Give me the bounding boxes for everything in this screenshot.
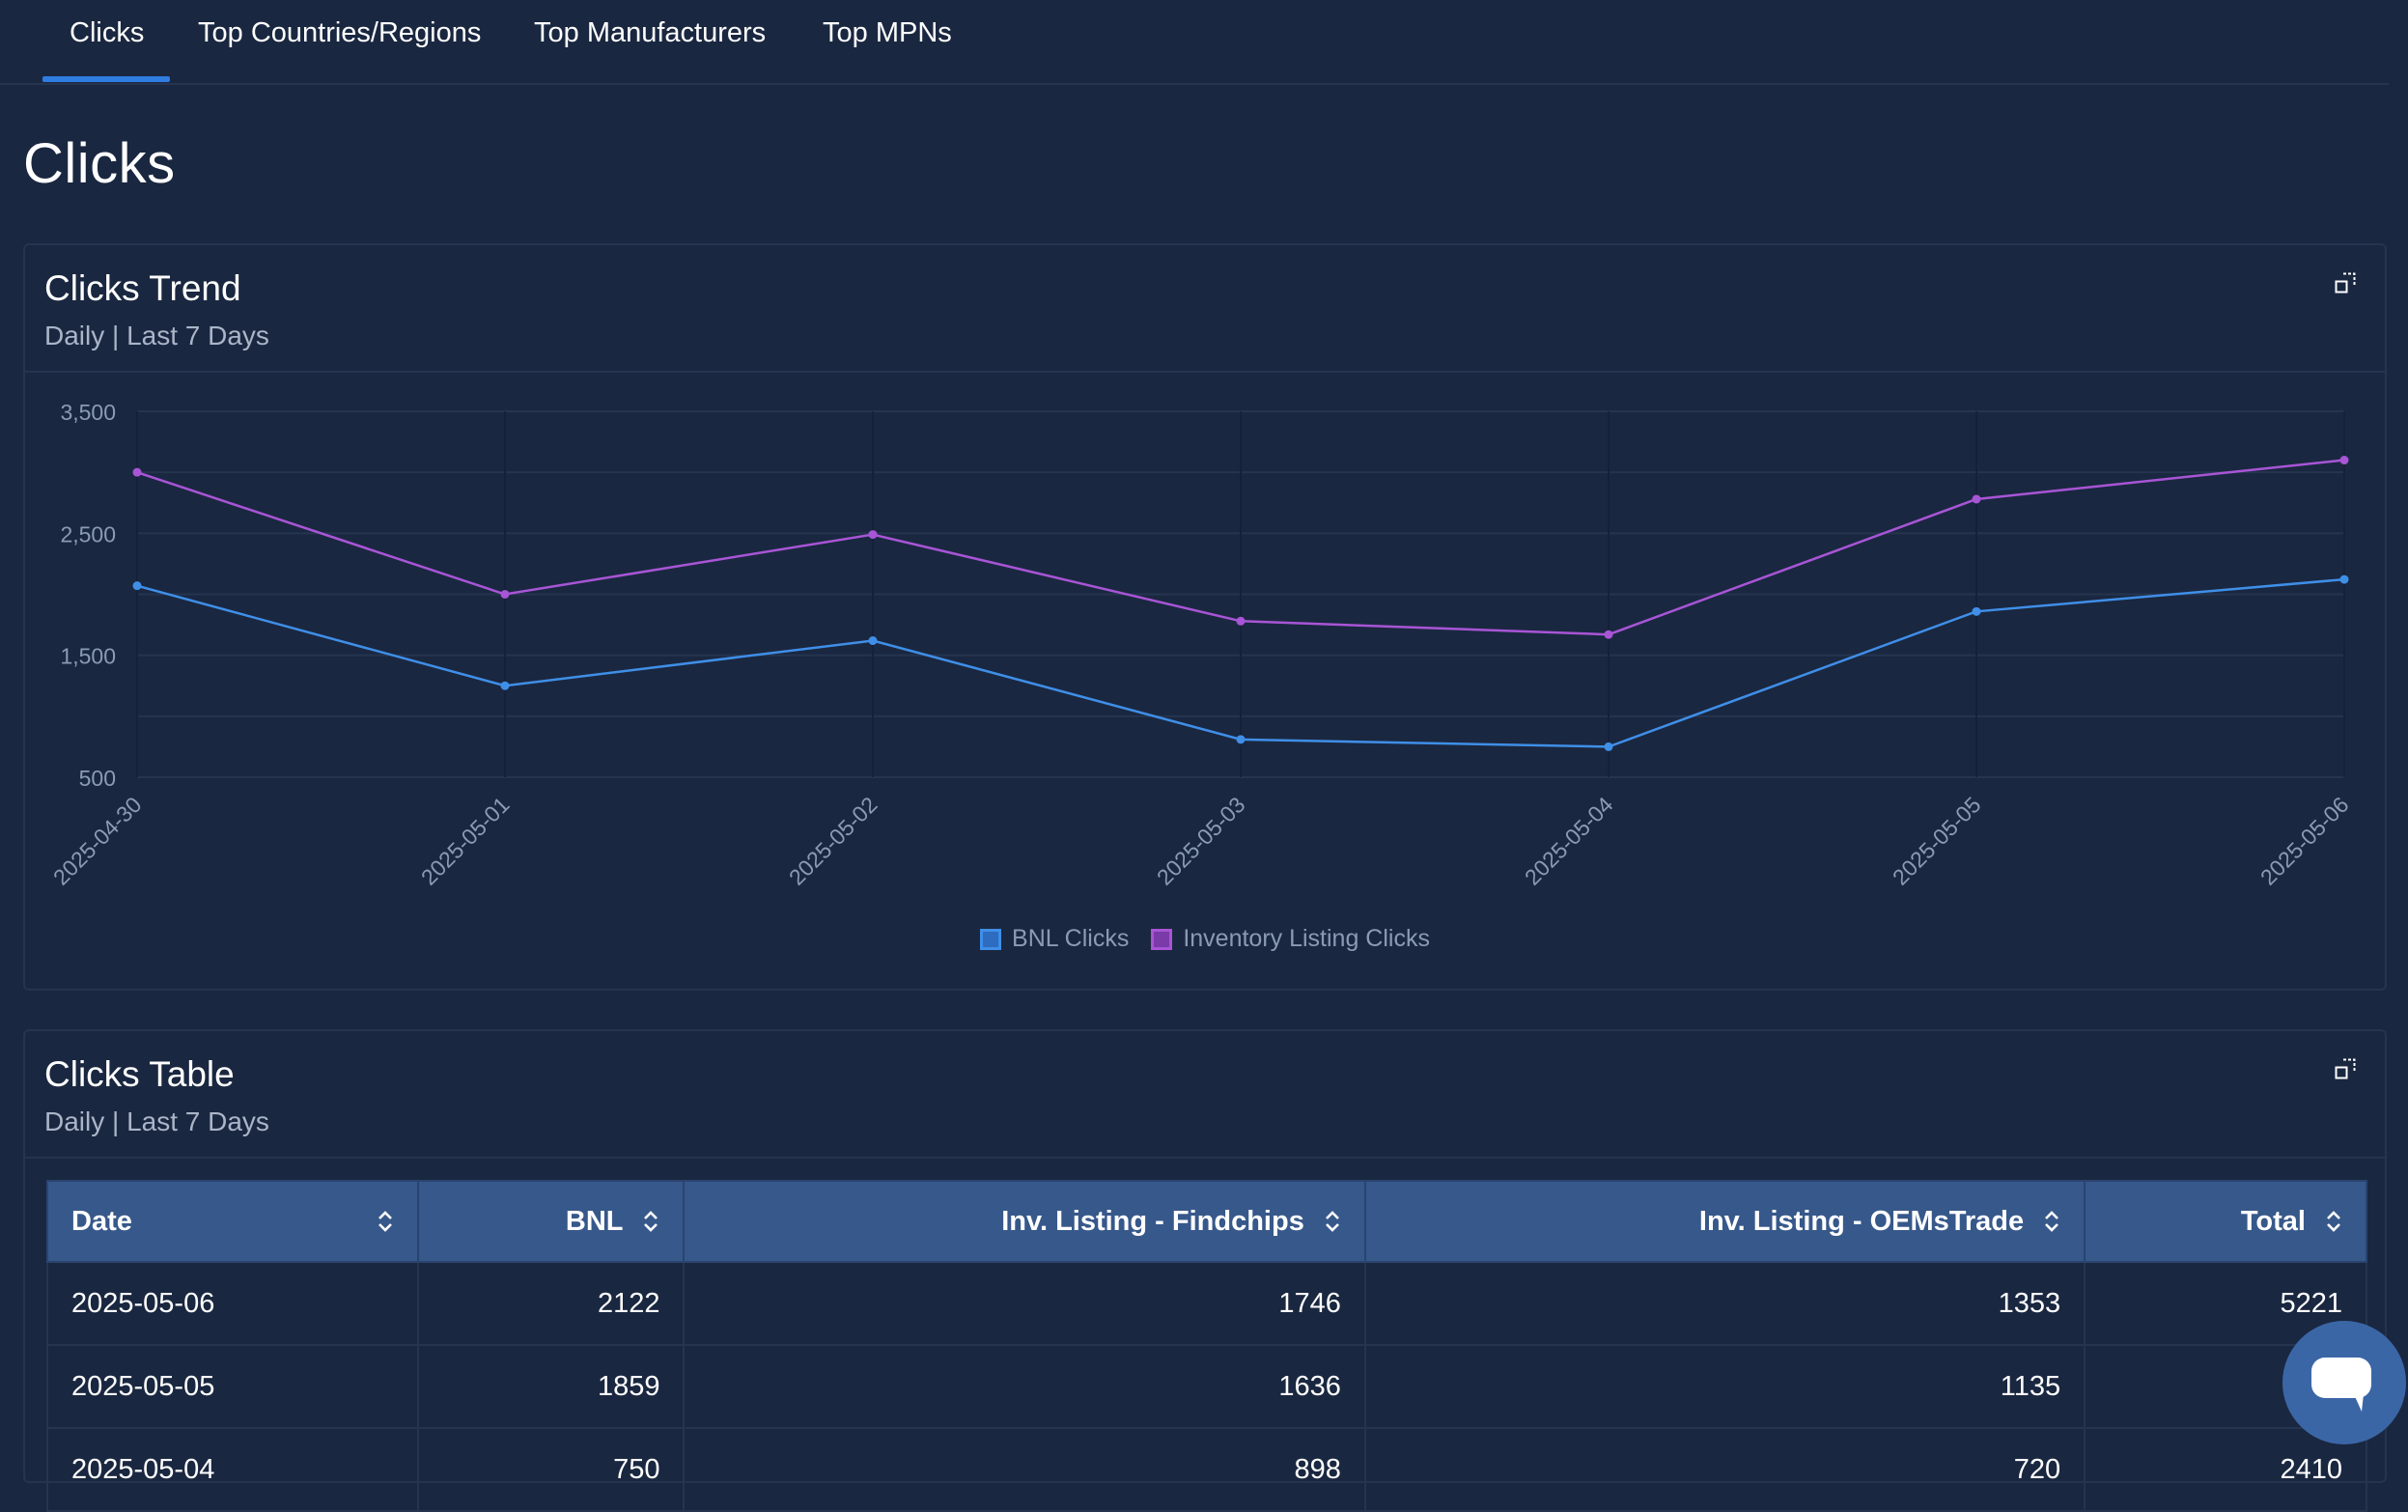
legend-label: BNL Clicks xyxy=(1012,925,1130,952)
data-point xyxy=(132,467,142,477)
column-header-label: Date xyxy=(71,1205,132,1237)
data-point xyxy=(132,581,142,591)
x-tick-label: 2025-05-02 xyxy=(784,792,882,890)
cell-oemstrade: 720 xyxy=(1363,1427,2086,1512)
y-tick-label: 500 xyxy=(79,766,116,791)
cell-oemstrade: 1135 xyxy=(1363,1344,2086,1429)
data-point xyxy=(868,636,878,646)
sort-icon xyxy=(378,1211,392,1232)
active-tab-indicator xyxy=(42,76,170,82)
table-header-row: Date BNL Inv. Listing - Findchips Inv. L… xyxy=(46,1180,2367,1263)
x-tick-label: 2025-05-03 xyxy=(1152,792,1250,890)
y-tick-label: 2,500 xyxy=(60,521,116,546)
data-point xyxy=(1604,630,1613,639)
data-point xyxy=(2339,574,2349,584)
cell-findchips: 1636 xyxy=(683,1344,1366,1429)
data-point xyxy=(500,681,510,690)
y-tick-label: 3,500 xyxy=(60,400,116,425)
x-tick-label: 2025-05-06 xyxy=(2255,792,2354,890)
page-title: Clicks xyxy=(23,132,176,195)
data-point xyxy=(1972,606,1981,616)
card-title: Clicks Trend xyxy=(44,268,241,308)
cell-bnl: 750 xyxy=(416,1427,686,1512)
column-header-label: Inv. Listing - OEMsTrade xyxy=(1698,1205,2025,1237)
column-header-label: Inv. Listing - Findchips xyxy=(1001,1205,1304,1237)
column-header-bnl[interactable]: BNL xyxy=(416,1180,686,1263)
card-header: Clicks Trend Daily | Last 7 Days xyxy=(25,245,2385,373)
legend-item-bnl-clicks[interactable]: BNL Clicks xyxy=(980,925,1129,953)
sort-icon xyxy=(2327,1211,2340,1232)
x-tick-label: 2025-05-01 xyxy=(416,792,515,890)
clicks-table-wrapper: Date BNL Inv. Listing - Findchips Inv. L… xyxy=(46,1180,2367,1512)
table-row: 2025-05-05 1859 1636 1135 4 xyxy=(46,1344,2367,1429)
expand-icon[interactable] xyxy=(2335,1058,2356,1079)
y-tick-label: 1,500 xyxy=(60,644,116,669)
column-header-total[interactable]: Total xyxy=(2084,1180,2367,1263)
sort-icon xyxy=(644,1211,658,1232)
data-point xyxy=(1236,616,1246,626)
tab-top-mpns[interactable]: Top MPNs xyxy=(823,17,952,48)
tab-bar: Clicks Top Countries/Regions Top Manufac… xyxy=(0,0,2389,85)
legend-swatch xyxy=(1151,928,1173,950)
cell-bnl: 2122 xyxy=(416,1261,686,1346)
column-header-date[interactable]: Date xyxy=(46,1180,419,1263)
table-row: 2025-05-06 2122 1746 1353 5221 xyxy=(46,1261,2367,1346)
tab-top-countries-regions[interactable]: Top Countries/Regions xyxy=(198,17,482,48)
column-header-label: BNL xyxy=(565,1205,624,1237)
card-subtitle: Daily | Last 7 Days xyxy=(44,321,269,350)
card-subtitle: Daily | Last 7 Days xyxy=(44,1106,269,1136)
data-point xyxy=(500,590,510,599)
clicks-table: Date BNL Inv. Listing - Findchips Inv. L… xyxy=(46,1180,2367,1512)
data-point xyxy=(1604,742,1613,751)
data-point xyxy=(1972,494,1981,504)
card-header: Clicks Table Daily | Last 7 Days xyxy=(25,1031,2385,1159)
data-point xyxy=(2339,456,2349,465)
x-tick-label: 2025-04-30 xyxy=(48,792,147,890)
tab-top-manufacturers[interactable]: Top Manufacturers xyxy=(534,17,767,48)
x-tick-label: 2025-05-04 xyxy=(1520,792,1618,890)
clicks-trend-card: Clicks Trend Daily | Last 7 Days 3,500 2,… xyxy=(23,243,2387,991)
data-point xyxy=(1236,735,1246,744)
sort-icon xyxy=(1325,1211,1339,1232)
chart-legend: BNL Clicks Inventory Listing Clicks xyxy=(25,925,2385,957)
legend-label: Inventory Listing Clicks xyxy=(1183,925,1430,952)
legend-swatch xyxy=(980,928,1002,950)
cell-oemstrade: 1353 xyxy=(1363,1261,2086,1346)
chat-button[interactable] xyxy=(2282,1321,2406,1444)
cell-date: 2025-05-06 xyxy=(46,1261,419,1346)
data-point xyxy=(868,530,878,540)
tab-clicks[interactable]: Clicks xyxy=(70,17,145,48)
cell-date: 2025-05-05 xyxy=(46,1344,419,1429)
clicks-table-card: Clicks Table Daily | Last 7 Days Date BN… xyxy=(23,1029,2387,1512)
cell-findchips: 898 xyxy=(683,1427,1366,1512)
expand-icon[interactable] xyxy=(2335,272,2356,294)
cell-findchips: 1746 xyxy=(683,1261,1366,1346)
cell-date: 2025-05-04 xyxy=(46,1427,419,1512)
chat-icon xyxy=(2311,1358,2371,1412)
table-row: 2025-05-04 750 898 720 2410 xyxy=(46,1427,2367,1512)
card-title: Clicks Table xyxy=(44,1054,235,1094)
column-header-inv-listing-findchips[interactable]: Inv. Listing - Findchips xyxy=(683,1180,1366,1263)
legend-item-inventory-listing-clicks[interactable]: Inventory Listing Clicks xyxy=(1151,925,1430,953)
column-header-inv-listing-oemstrade[interactable]: Inv. Listing - OEMsTrade xyxy=(1363,1180,2086,1263)
x-tick-label: 2025-05-05 xyxy=(1888,792,1986,890)
sort-icon xyxy=(2045,1211,2059,1232)
cell-bnl: 1859 xyxy=(416,1344,686,1429)
column-header-label: Total xyxy=(2240,1205,2306,1237)
